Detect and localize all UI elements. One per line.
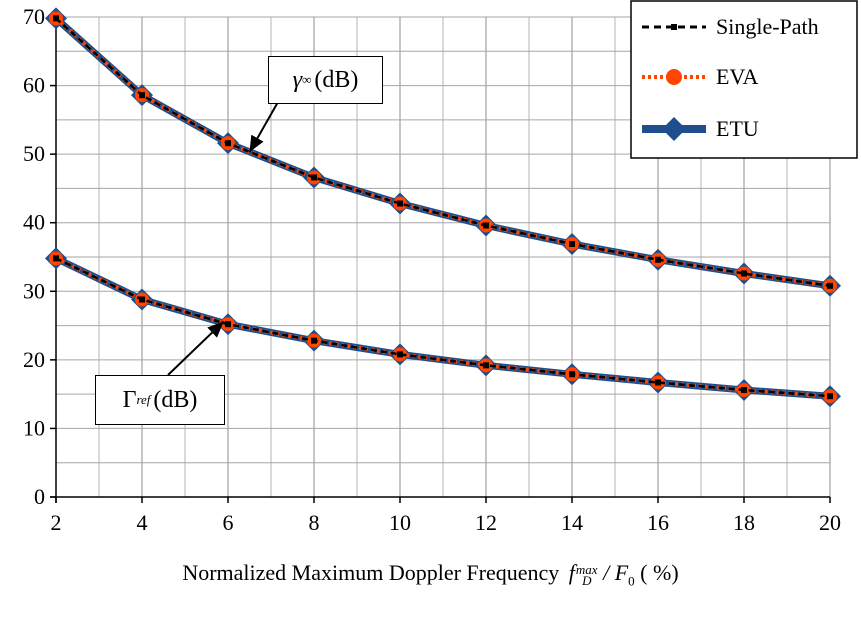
y-tick-label: 0 bbox=[34, 484, 45, 509]
x-tick-label: 4 bbox=[137, 510, 148, 535]
series-single-path-gamma-inf-point bbox=[569, 240, 575, 247]
x-tick-label: 10 bbox=[389, 510, 411, 535]
y-tick-label: 30 bbox=[23, 278, 45, 303]
y-tick-label: 20 bbox=[23, 347, 45, 372]
series-single-path-gamma-ref-point bbox=[569, 371, 575, 378]
y-tick-label: 40 bbox=[23, 210, 45, 235]
y-tick-label: 60 bbox=[23, 73, 45, 98]
x-axis-math-sep: / bbox=[603, 560, 610, 585]
x-axis-math-sub: D bbox=[582, 572, 592, 588]
series-single-path-gamma-inf-point bbox=[311, 174, 317, 181]
series-single-path-gamma-ref-point bbox=[655, 379, 661, 386]
series-single-path-gamma-inf-point bbox=[483, 222, 489, 229]
x-tick-label: 12 bbox=[475, 510, 497, 535]
x-axis-math-unit: ( %) bbox=[640, 560, 679, 585]
series-single-path-gamma-inf-point bbox=[827, 282, 833, 289]
tick-labels: 0 10 20 30 40 50 60 70 2 4 6 8 10 12 14 16 18 20 bbox=[23, 4, 841, 535]
annotation-gamma-ref-paren: (dB) bbox=[153, 386, 198, 413]
series-single-path-gamma-ref-point bbox=[225, 321, 231, 328]
legend-label-eva: EVA bbox=[716, 64, 758, 89]
series-single-path-gamma-ref-line bbox=[55, 257, 831, 398]
y-tick-label: 70 bbox=[23, 4, 45, 29]
y-tick-label: 50 bbox=[23, 141, 45, 166]
legend-marker-eva bbox=[666, 69, 682, 85]
x-axis-label: Normalized Maximum Doppler Frequency f ma… bbox=[0, 560, 861, 589]
series-single-path-gamma-ref-point bbox=[397, 351, 403, 358]
annotation-arrows bbox=[167, 101, 279, 376]
x-tick-label: 18 bbox=[733, 510, 755, 535]
series-lines bbox=[45, 7, 841, 408]
x-axis-math-denom: F bbox=[614, 560, 629, 585]
series-single-path-gamma-ref-point bbox=[483, 362, 489, 369]
series-single-path-gamma-ref-point bbox=[827, 393, 833, 400]
legend-label-etu: ETU bbox=[716, 116, 759, 141]
annotation-gamma-inf-sub: ∞ bbox=[302, 72, 312, 87]
x-axis-math-sup: max bbox=[575, 561, 598, 577]
series-single-path-gamma-inf-point bbox=[139, 92, 145, 99]
annotation-gamma-ref-sub: ref bbox=[136, 392, 151, 407]
x-axis-label-text: Normalized Maximum Doppler Frequency bbox=[182, 560, 560, 585]
legend-label-single-path: Single-Path bbox=[716, 14, 819, 39]
x-tick-label: 2 bbox=[51, 510, 62, 535]
x-tick-label: 6 bbox=[223, 510, 234, 535]
series-single-path-gamma-ref-point bbox=[139, 296, 145, 303]
annotation-gamma-inf-paren: (dB) bbox=[314, 66, 359, 93]
legend: Single-Path EVA ETU bbox=[630, 0, 858, 159]
series-single-path-gamma-ref-point bbox=[53, 255, 59, 262]
series-single-path-gamma-inf-point bbox=[397, 200, 403, 207]
series-single-path-gamma-ref-point bbox=[741, 387, 747, 394]
annotation-gamma-inf: γ ∞ (dB) bbox=[268, 56, 383, 104]
series-single-path-gamma-ref-point bbox=[311, 337, 317, 344]
arrow-gamma-inf-head bbox=[249, 134, 264, 153]
annotation-gamma-inf-symbol: γ bbox=[292, 66, 303, 93]
series-single-path-gamma-inf-point bbox=[741, 270, 747, 277]
y-tick-label: 10 bbox=[23, 415, 45, 440]
arrow-gamma-ref-head bbox=[207, 321, 224, 338]
series-single-path-gamma-inf-line bbox=[55, 17, 831, 288]
x-tick-label: 16 bbox=[647, 510, 669, 535]
x-tick-label: 20 bbox=[819, 510, 841, 535]
x-tick-label: 14 bbox=[561, 510, 583, 535]
x-axis-math-denom-sub: 0 bbox=[628, 573, 635, 589]
series-single-path-gamma-inf-point bbox=[225, 140, 231, 147]
series-single-path-gamma-inf-point bbox=[53, 15, 59, 22]
legend-marker-single-path bbox=[671, 24, 677, 30]
x-tick-label: 8 bbox=[309, 510, 320, 535]
x-axis-math-f: f bbox=[568, 560, 575, 585]
legend-marker-etu bbox=[662, 117, 686, 141]
series-single-path-gamma-inf-point bbox=[655, 256, 661, 263]
annotation-gamma-ref-symbol: Γ bbox=[122, 386, 137, 413]
